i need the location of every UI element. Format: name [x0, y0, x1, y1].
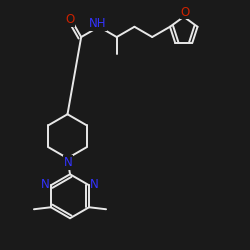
- Text: NH: NH: [89, 17, 106, 30]
- Text: N: N: [64, 156, 72, 169]
- Text: O: O: [66, 13, 75, 26]
- Text: N: N: [90, 178, 99, 190]
- Text: O: O: [180, 6, 190, 19]
- Text: N: N: [41, 178, 50, 190]
